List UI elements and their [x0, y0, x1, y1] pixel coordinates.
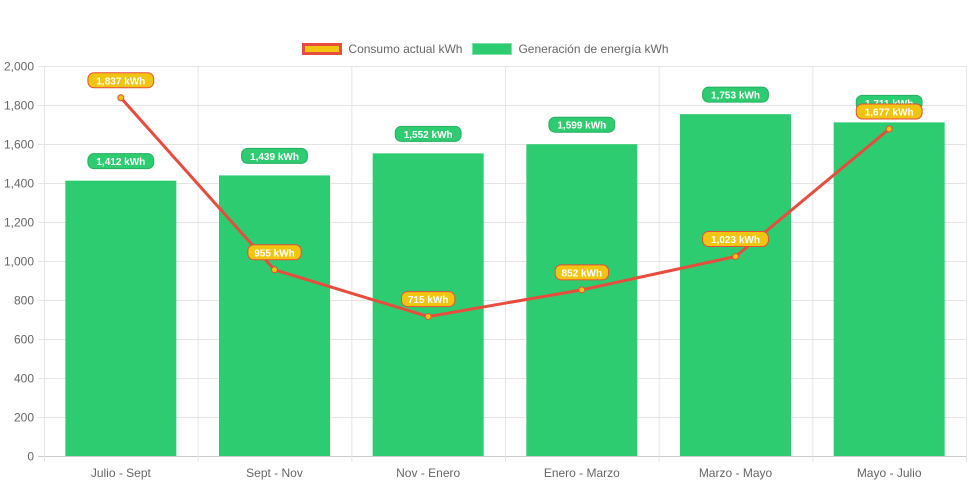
- line-data-label: 852 kWh: [562, 268, 603, 279]
- legend-label: Generación de energía kWh: [518, 42, 669, 56]
- y-tick-label: 400: [14, 372, 34, 386]
- x-tick-label: Sept - Nov: [246, 466, 303, 480]
- line-point: [424, 313, 432, 321]
- line-point: [271, 266, 278, 274]
- legend-swatch-generacion: [472, 43, 513, 55]
- bar-data-label: 1,599 kWh: [557, 121, 606, 132]
- x-tick-label: Nov - Enero: [396, 466, 460, 480]
- legend: Consumo actual kWh Generación de energía…: [0, 42, 971, 56]
- y-tick-label: 600: [14, 333, 34, 347]
- y-tick-label: 1,200: [4, 216, 34, 230]
- y-tick-label: 800: [14, 294, 34, 308]
- legend-item-consumo[interactable]: Consumo actual kWh: [302, 42, 462, 56]
- y-tick-label: 2,000: [4, 60, 34, 74]
- y-tick-label: 200: [14, 411, 34, 425]
- x-tick-label: Enero - Marzo: [544, 466, 620, 480]
- line-data-label-bg: [855, 103, 923, 120]
- line-point: [117, 94, 125, 102]
- line-data-label: 715 kWh: [408, 295, 449, 306]
- legend-swatch-consumo: [302, 43, 343, 55]
- x-tick-label: Julio - Sept: [91, 466, 152, 480]
- y-tick-label: 1,600: [4, 138, 34, 152]
- line-point: [885, 125, 893, 133]
- line-data-label-bg: [247, 244, 302, 261]
- bar: [680, 114, 791, 456]
- bar-data-label: 1,552 kWh: [404, 130, 453, 141]
- y-tick-label: 1,400: [4, 177, 34, 191]
- bar: [65, 180, 177, 456]
- line-data-label: 1,677 kWh: [865, 107, 914, 118]
- bar-data-label: 1,412 kWh: [96, 157, 145, 168]
- bar-data-label: 1,439 kWh: [250, 152, 299, 163]
- bar-data-label-bg: [548, 116, 616, 133]
- bar-data-label-bg: [394, 125, 462, 142]
- bar: [526, 144, 638, 456]
- bar-data-label-bg: [241, 147, 308, 164]
- line-data-label: 1,837 kWh: [96, 76, 145, 87]
- bar-data-label-bg: [87, 153, 155, 170]
- line-point: [578, 286, 586, 294]
- line-data-label: 955 kWh: [254, 248, 295, 259]
- line-data-label-bg: [702, 231, 769, 248]
- x-tick-label: Mayo - Julio: [857, 466, 922, 480]
- line-data-label: 1,023 kWh: [711, 235, 760, 246]
- line-data-label-bg: [400, 291, 456, 308]
- bar: [833, 122, 945, 456]
- line-point: [732, 253, 739, 261]
- legend-item-generacion[interactable]: Generación de energía kWh: [472, 42, 669, 56]
- line-data-label-bg: [554, 264, 610, 281]
- y-tick-label: 1,000: [4, 255, 34, 269]
- legend-label: Consumo actual kWh: [348, 42, 463, 56]
- bar-data-label: 1,753 kWh: [711, 91, 760, 102]
- line-data-label-bg: [87, 72, 155, 89]
- bar-data-label-bg: [702, 86, 769, 103]
- bar: [219, 175, 330, 456]
- y-tick-label: 1,800: [4, 99, 34, 113]
- x-tick-label: Marzo - Mayo: [699, 466, 773, 480]
- y-tick-label: 0: [27, 450, 34, 464]
